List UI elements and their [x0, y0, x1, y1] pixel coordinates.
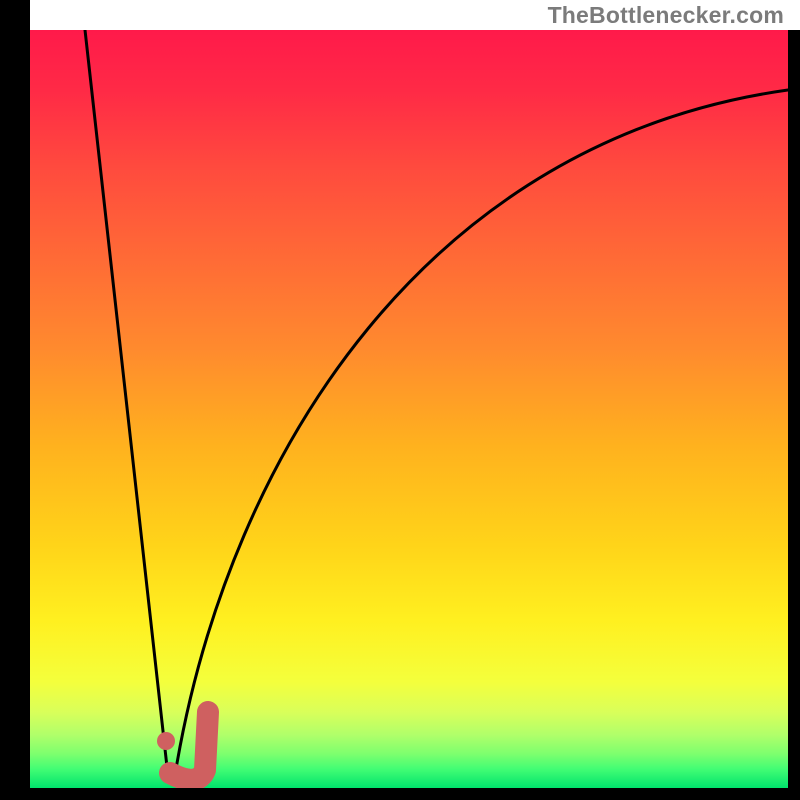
chart-container: TheBottlenecker.com [0, 0, 800, 800]
frame-corner-tl [0, 0, 30, 30]
watermark-text: TheBottlenecker.com [548, 2, 784, 29]
bottleneck-chart [0, 0, 800, 800]
marker-dot [157, 732, 175, 750]
gradient-background [30, 30, 788, 788]
